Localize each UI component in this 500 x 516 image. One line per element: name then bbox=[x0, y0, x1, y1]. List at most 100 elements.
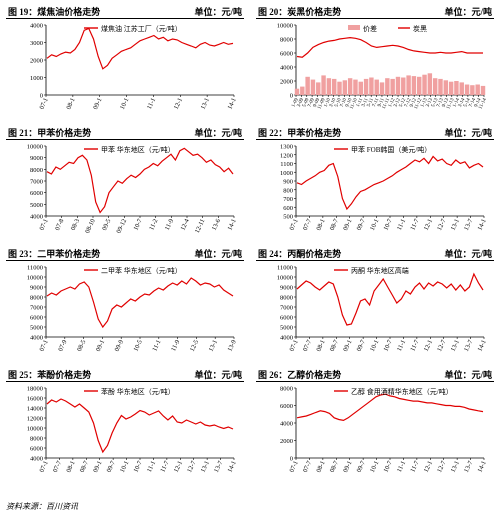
y-tick-label: 700 bbox=[283, 196, 293, 203]
y-tick-label: 7000 bbox=[280, 305, 293, 312]
x-tick-label: 13-7 bbox=[463, 338, 475, 352]
x-tick-label: 10-7 bbox=[382, 459, 394, 473]
x-tick-label: 3-09 bbox=[297, 97, 306, 108]
x-tick-label: 12-1 bbox=[173, 460, 184, 474]
y-tick-label: 4000 bbox=[280, 421, 293, 428]
x-tick-label: 11-1 bbox=[396, 218, 407, 232]
x-tick-label: 10-1 bbox=[119, 97, 130, 111]
x-tick-label: 1-13 bbox=[420, 97, 429, 108]
x-tick-label: 7-12 bbox=[404, 97, 413, 108]
x-tick-label: 11-09 bbox=[317, 97, 327, 110]
x-tick-label: 10-5 bbox=[132, 339, 143, 353]
x-tick-label: 07-7 bbox=[302, 217, 314, 231]
x-tick-label: 07-7 bbox=[52, 459, 64, 473]
bar bbox=[454, 81, 459, 95]
bar bbox=[411, 76, 417, 95]
x-tick-label: 13-7 bbox=[213, 459, 225, 473]
x-tick-label: 08-5 bbox=[76, 339, 87, 353]
y-tick-label: 14000 bbox=[27, 406, 43, 413]
y-tick-label: 1000 bbox=[280, 170, 293, 177]
series-line bbox=[46, 27, 234, 70]
chart-19-svg: 0 1000 2000 3000 4000 07-1 08-1 09-1 10-1 11-1 12-… bbox=[30, 23, 238, 111]
y-tick-label: 8000 bbox=[280, 295, 293, 302]
x-tick-label: 09-7 bbox=[356, 459, 368, 473]
bar bbox=[443, 80, 449, 95]
y-tick-label: 9000 bbox=[280, 285, 293, 292]
y-tick-label: 7000 bbox=[30, 179, 43, 186]
x-tick-label: 9-14 bbox=[474, 97, 483, 108]
y-tick-label: 10000 bbox=[27, 426, 43, 433]
x-tick-label: 7-09 bbox=[308, 97, 317, 108]
figure-title: 图 23：二甲苯价格走势 bbox=[8, 249, 101, 259]
chart-header: 图 23：二甲苯价格走势 单位：元/吨 bbox=[6, 246, 244, 261]
x-tick-label: 5-13 bbox=[431, 97, 440, 108]
y-tick-label: 6000 bbox=[30, 190, 43, 197]
chart-panel-24: 图 24：丙酮价格走势 单位：元/吨 4000 5000 6000 7000 8000 9… bbox=[256, 246, 494, 367]
bar bbox=[358, 81, 363, 95]
legend-label: 甲苯 FOB韩国（美元/吨） bbox=[351, 145, 431, 154]
x-tick-label: 7-13 bbox=[436, 97, 445, 108]
series-line bbox=[296, 272, 484, 326]
x-tick-label: 11-13 bbox=[446, 97, 456, 110]
x-tick-label: 12-1 bbox=[423, 339, 434, 353]
x-tick-label: 12-1 bbox=[173, 97, 184, 111]
chart-panel-22: 图 22：甲苯价格走势 单位：元/吨 500 600 700 800 900 1000 11… bbox=[256, 125, 494, 246]
x-tick-label: 07-1 bbox=[38, 460, 49, 474]
y-tick-label: 6000 bbox=[30, 446, 43, 453]
y-tick-label: 1100 bbox=[280, 161, 293, 168]
bar bbox=[353, 79, 358, 95]
figure-title: 图 21：甲苯价格走势 bbox=[8, 128, 92, 138]
y-tick-label: 9000 bbox=[30, 155, 43, 162]
x-tick-label: 9-12 bbox=[410, 97, 419, 108]
x-tick-label: 10-1 bbox=[119, 460, 130, 474]
x-tick-label: 07-9 bbox=[57, 339, 68, 353]
unit-label: 单位：元/吨 bbox=[194, 249, 242, 259]
y-tick-label: 10000 bbox=[27, 275, 43, 282]
bar bbox=[347, 78, 353, 95]
x-tick-label: 08-7 bbox=[329, 338, 341, 352]
y-tick-label: 3000 bbox=[30, 40, 43, 47]
chart-panel-25: 图 25：苯酚价格走势 单位：元/吨 4000 6000 8000 10000 1200… bbox=[6, 367, 244, 488]
x-tick-label: 5-10 bbox=[334, 97, 343, 108]
y-tick-label: 12000 bbox=[27, 416, 43, 423]
x-tick-label: 11-14 bbox=[478, 97, 488, 110]
chart-header: 图 26：乙醇价格走势 单位：元/吨 bbox=[256, 367, 494, 382]
chart-panel-20: 图 20：炭黑价格走势 单位：元/吨 0 2000 4000 6000 8000 1000… bbox=[256, 4, 494, 125]
y-tick-label: 4000 bbox=[30, 456, 43, 463]
x-tick-label: 13-1 bbox=[450, 339, 461, 353]
x-tick-label: 08-1 bbox=[315, 218, 326, 232]
y-tick-label: 0 bbox=[40, 93, 43, 100]
y-tick-label: 18000 bbox=[27, 386, 43, 393]
legend-label: 炭黑 bbox=[413, 25, 427, 33]
x-tick-label: 7-10 bbox=[340, 97, 349, 108]
y-tick-label: 6000 bbox=[280, 51, 293, 58]
bar bbox=[480, 85, 486, 95]
x-tick-label: 08-3 bbox=[70, 218, 81, 232]
x-tick-label: 1-09 bbox=[291, 97, 300, 108]
x-tick-label: 3-10 bbox=[329, 97, 338, 108]
bar bbox=[326, 78, 332, 95]
figure-title: 图 26：乙醇价格走势 bbox=[258, 370, 342, 380]
y-tick-label: 4000 bbox=[30, 23, 43, 30]
x-tick-label: 08-1 bbox=[65, 97, 76, 111]
x-tick-label: 5-09 bbox=[302, 97, 311, 108]
x-tick-label: 10-7 bbox=[132, 459, 144, 473]
x-tick-label: 12-7 bbox=[186, 459, 198, 473]
x-tick-label: 9-09 bbox=[313, 97, 322, 108]
y-tick-label: 16000 bbox=[27, 396, 43, 403]
figure-title: 图 20：炭黑价格走势 bbox=[258, 7, 342, 17]
x-tick-label: 1-14 bbox=[453, 97, 462, 108]
bar bbox=[316, 82, 321, 95]
legend-label: 乙醇 食用酒精华东地区（元/吨） bbox=[351, 387, 453, 396]
x-tick-label: 08-1 bbox=[315, 339, 326, 353]
y-tick-label: 9000 bbox=[30, 285, 43, 292]
bar bbox=[464, 84, 470, 95]
x-tick-label: 14-1 bbox=[476, 218, 487, 232]
bar bbox=[342, 80, 348, 95]
y-tick-label: 4000 bbox=[280, 335, 293, 342]
y-tick-label: 600 bbox=[283, 205, 293, 212]
x-tick-label: 09-7 bbox=[106, 459, 118, 473]
x-tick-label: 11-7 bbox=[409, 338, 421, 352]
bar bbox=[432, 78, 438, 95]
chart-header: 图 24：丙酮价格走势 单位：元/吨 bbox=[256, 246, 494, 261]
